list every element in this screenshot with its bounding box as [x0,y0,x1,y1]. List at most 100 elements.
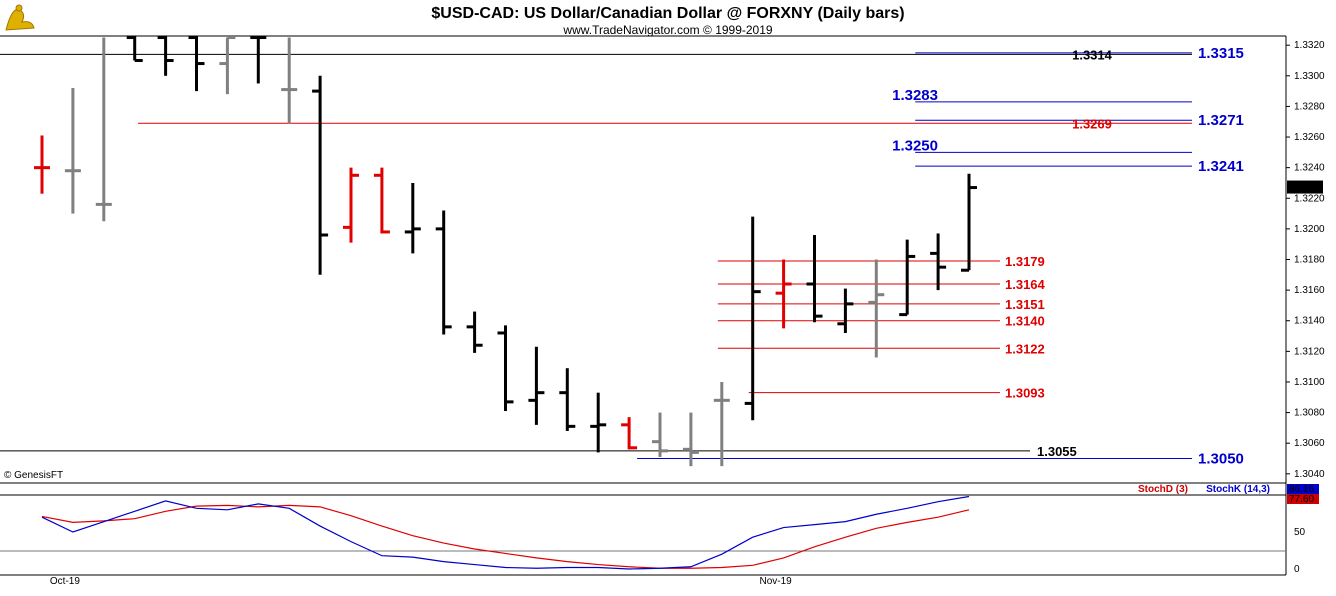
y-tick-label: 1.3120 [1294,346,1325,357]
ohlc-bar [775,259,792,329]
level-label: 1.3179 [1005,254,1045,269]
level-label: 1.3315 [1198,45,1244,62]
price-level: 1.3283 [892,87,1192,104]
price-level: 1.3140 [717,314,1045,329]
y-tick-label: 1.3160 [1294,285,1325,296]
price-level: 1.3250 [892,137,1192,154]
ohlc-bar [744,216,761,421]
ohlc-bar [713,381,730,467]
ohlc-bar [312,75,329,275]
x-tick-label: Nov-19 [759,576,792,587]
ohlc-bar [497,325,514,412]
y-tick-label: 1.3060 [1294,438,1325,449]
level-label: 1.3250 [892,137,938,154]
y-tick-label: 1.3240 [1294,163,1325,174]
y-tick-label: 1.3280 [1294,101,1325,112]
price-level: 1.3055 [0,444,1077,459]
stoch-series-line [41,495,970,570]
level-label: 1.3055 [1037,444,1077,459]
level-label: 1.3269 [1072,116,1112,131]
level-label: 1.3283 [892,87,938,104]
ohlc-bar [466,311,483,353]
level-label: 1.3151 [1005,297,1045,312]
y-tick-label: 1.3100 [1294,377,1325,388]
price-level: 1.3093 [748,386,1045,401]
y-tick-label: 1.3180 [1294,255,1325,266]
level-label: 1.3093 [1005,386,1045,401]
ohlc-bar [95,37,112,222]
chart-title: $USD-CAD: US Dollar/Canadian Dollar @ FO… [431,5,904,22]
price-panel [0,35,1287,576]
y-tick-label: 1.3300 [1294,71,1325,82]
watermark: © GenesisFT [4,470,63,481]
price-level: 1.3164 [717,277,1046,292]
level-label: 1.3122 [1005,341,1045,356]
ohlc-bar [219,36,236,95]
stoch-d-legend: StochD (3) [1138,484,1188,495]
level-label: 1.3164 [1005,277,1046,292]
level-label: 1.3050 [1198,451,1244,468]
price-level: 1.3271 [915,112,1244,129]
stoch-d-value: 77.60 [1289,494,1314,505]
ohlc-bar [281,37,298,124]
last-price-box [1287,180,1323,194]
stoch-tick-label: 50 [1294,527,1306,538]
price-level: 1.3314 [0,47,1192,62]
price-axis: 1.3040 1.3060 1.3080 1.3100 1.3120 1.3140 1.31… [1286,40,1325,480]
ohlc-bar [343,167,359,243]
ohlc-bar [34,135,50,194]
ohlc-bar [806,235,823,323]
ohlc-bar [621,417,638,450]
y-tick-label: 1.3080 [1294,408,1325,419]
ohlc-bar [559,368,576,431]
ohlc-bar [899,239,916,317]
ohlc-bar [64,88,81,214]
y-tick-label: 1.3220 [1294,193,1325,204]
chart-subtitle: www.TradeNavigator.com © 1999-2019 [562,23,772,37]
ohlc-bar [837,288,854,333]
ohlc-bar [157,36,174,76]
level-label: 1.3241 [1198,158,1244,175]
stoch-d-value-box [1287,494,1319,504]
ohlc-bar [373,167,390,234]
ohlc-bar [682,412,699,467]
price-level: 1.3179 [717,254,1045,269]
y-tick-label: 1.3260 [1294,132,1325,143]
y-tick-label: 1.3320 [1294,40,1325,51]
price-level: 1.3315 [915,45,1244,62]
ohlc-bar [188,36,205,92]
y-tick-label: 1.3040 [1294,469,1325,480]
ohlc-bar [652,412,668,457]
x-axis: Oct-19 Nov-19 [50,576,792,587]
last-price-label: 1.3227 [1289,183,1320,194]
ohlc-bar [435,210,452,335]
stoch-k-value: 86.16 [1289,484,1314,495]
x-tick-label: Oct-19 [50,576,80,587]
level-label: 1.3314 [1072,47,1113,62]
price-level: 1.3241 [915,158,1244,175]
ohlc-bar [404,182,421,254]
y-tick-label: 1.3200 [1294,224,1325,235]
stoch-series-line [41,504,970,569]
level-label: 1.3271 [1198,112,1244,129]
stochastic-lines [41,495,970,570]
stoch-k-legend: StochK (14,3) [1206,484,1270,495]
price-level: 1.3151 [717,297,1045,312]
price-bars [34,36,977,467]
price-level: 1.3269 [138,116,1192,131]
stoch-k-value-box [1287,484,1319,494]
price-levels: 1.3315 1.3314 1.3283 1.3271 1.3269 1.3250 1.32… [0,45,1244,468]
ohlc-bar [961,173,977,272]
ohlc-bar [126,36,143,62]
stoch-tick-label: 0 [1294,564,1300,575]
ohlc-bar [930,233,947,291]
ohlc-bar [590,392,607,453]
genie-logo-icon [5,4,35,31]
ohlc-bar [868,259,885,358]
level-label: 1.3140 [1005,314,1045,329]
ohlc-bar [528,346,545,425]
y-tick-label: 1.3140 [1294,316,1325,327]
